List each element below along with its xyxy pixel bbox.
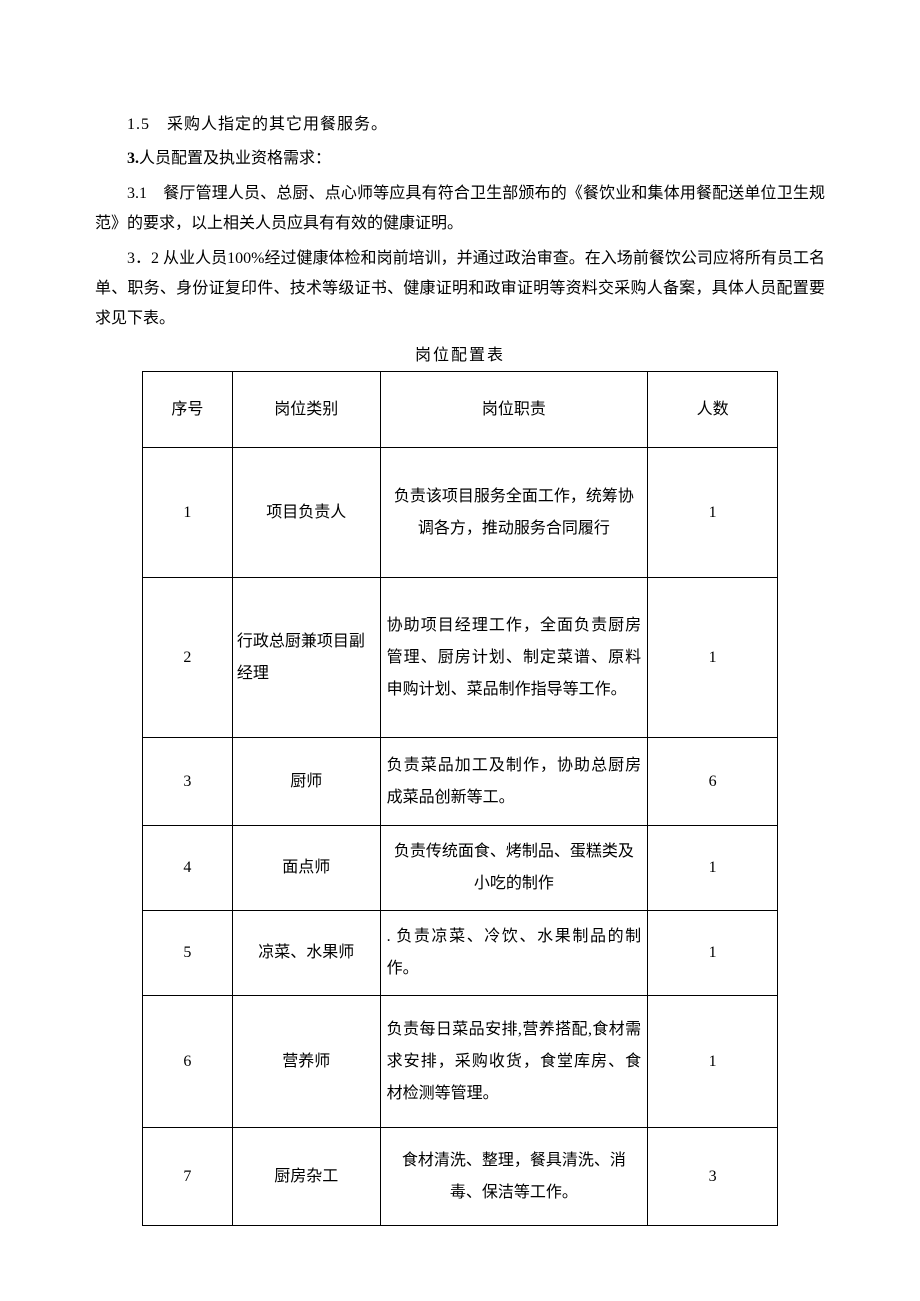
paragraph-3-1: 3.1 餐厅管理人员、总厨、点心师等应具有符合卫生部颁布的《餐饮业和集体用餐配送… [95,179,825,240]
paragraph-3-2: 3．2 从业人员100%经过健康体检和岗前培训，并通过政治审查。在入场前餐饮公司… [95,244,825,335]
cell-type: 项目负责人 [232,448,380,578]
cell-count: 6 [648,738,778,826]
paragraph-3-2-text: 3．2 从业人员100%经过健康体检和岗前培训，并通过政治审查。在入场前餐饮公司… [95,250,825,328]
table-row: 4 面点师 负责传统面食、烤制品、蛋糕类及小吃的制作 1 [143,826,778,911]
cell-duty: 负责传统面食、烤制品、蛋糕类及小吃的制作 [380,826,648,911]
section-3-heading: 3.人员配置及执业资格需求： [95,144,825,174]
cell-duty: 食材清洗、整理，餐具清洗、消毒、保洁等工作。 [380,1128,648,1226]
cell-count: 1 [648,448,778,578]
cell-seq: 6 [143,996,233,1128]
cell-type: 面点师 [232,826,380,911]
cell-type: 营养师 [232,996,380,1128]
header-seq: 序号 [143,372,233,448]
paragraph-1-5: 1.5 采购人指定的其它用餐服务。 [95,110,825,140]
cell-duty: 负责该项目服务全面工作，统筹协调各方，推动服务合同履行 [380,448,648,578]
cell-duty: 协助项目经理工作，全面负责厨房管理、厨房计划、制定菜谱、原料申购计划、菜品制作指… [380,578,648,738]
position-table: 序号 岗位类别 岗位职责 人数 1 项目负责人 负责该项目服务全面工作，统筹协调… [142,371,778,1226]
cell-count: 1 [648,911,778,996]
table-row: 2 行政总厨兼项目副经理 协助项目经理工作，全面负责厨房管理、厨房计划、制定菜谱… [143,578,778,738]
cell-count: 1 [648,578,778,738]
table-row: 1 项目负责人 负责该项目服务全面工作，统筹协调各方，推动服务合同履行 1 [143,448,778,578]
cell-duty: 负责菜品加工及制作，协助总厨房成菜品创新等工。 [380,738,648,826]
cell-seq: 5 [143,911,233,996]
cell-seq: 1 [143,448,233,578]
table-header-row: 序号 岗位类别 岗位职责 人数 [143,372,778,448]
paragraph-1-5-text: 1.5 采购人指定的其它用餐服务。 [127,116,388,133]
cell-type: 凉菜、水果师 [232,911,380,996]
header-duty: 岗位职责 [380,372,648,448]
cell-seq: 2 [143,578,233,738]
cell-seq: 7 [143,1128,233,1226]
cell-duty: 负责每日菜品安排,营养搭配,食材需求安排，采购收货，食堂库房、食材检测等管理。 [380,996,648,1128]
table-row: 3 厨师 负责菜品加工及制作，协助总厨房成菜品创新等工。 6 [143,738,778,826]
header-count: 人数 [648,372,778,448]
table-row: 6 营养师 负责每日菜品安排,营养搭配,食材需求安排，采购收货，食堂库房、食材检… [143,996,778,1128]
section-3-title: 人员配置及执业资格需求： [139,150,331,167]
cell-type: 厨师 [232,738,380,826]
header-type: 岗位类别 [232,372,380,448]
cell-duty: . 负责凉菜、冷饮、水果制品的制作。 [380,911,648,996]
table-row: 5 凉菜、水果师 . 负责凉菜、冷饮、水果制品的制作。 1 [143,911,778,996]
cell-count: 1 [648,996,778,1128]
cell-count: 3 [648,1128,778,1226]
section-3-number: 3. [127,150,139,167]
paragraph-3-1-text: 3.1 餐厅管理人员、总厨、点心师等应具有符合卫生部颁布的《餐饮业和集体用餐配送… [95,185,825,232]
cell-count: 1 [648,826,778,911]
cell-type: 厨房杂工 [232,1128,380,1226]
cell-seq: 3 [143,738,233,826]
cell-type: 行政总厨兼项目副经理 [232,578,380,738]
cell-seq: 4 [143,826,233,911]
table-row: 7 厨房杂工 食材清洗、整理，餐具清洗、消毒、保洁等工作。 3 [143,1128,778,1226]
table-title: 岗位配置表 [95,341,825,371]
